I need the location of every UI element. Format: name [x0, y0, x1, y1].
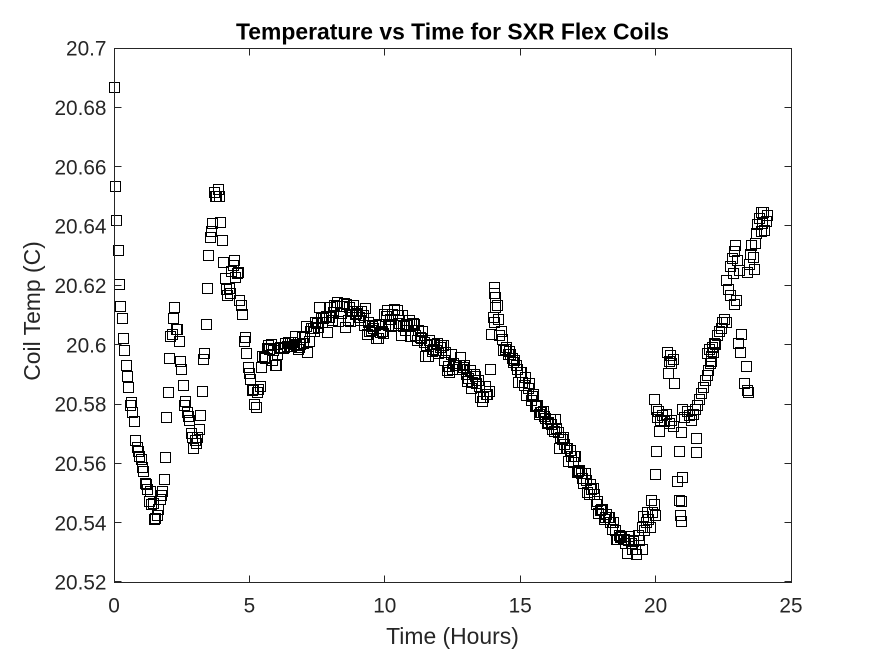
svg-text:20.52: 20.52: [54, 572, 106, 595]
svg-text:20.62: 20.62: [54, 275, 106, 298]
svg-text:20.54: 20.54: [54, 512, 106, 535]
svg-text:5: 5: [244, 595, 256, 618]
svg-text:Coil Temp (C): Coil Temp (C): [19, 241, 45, 381]
svg-text:25: 25: [779, 595, 802, 618]
svg-text:20.68: 20.68: [54, 97, 106, 120]
svg-text:20.66: 20.66: [54, 156, 106, 179]
svg-text:20.56: 20.56: [54, 453, 106, 476]
svg-text:10: 10: [373, 595, 396, 618]
svg-text:20.58: 20.58: [54, 394, 106, 417]
svg-text:20.7: 20.7: [66, 38, 106, 61]
svg-text:Time (Hours): Time (Hours): [386, 623, 519, 649]
svg-text:0: 0: [108, 595, 120, 618]
svg-text:20.6: 20.6: [66, 334, 106, 357]
svg-text:Temperature vs Time for SXR Fl: Temperature vs Time for SXR Flex Coils: [236, 19, 669, 45]
svg-text:20: 20: [644, 595, 667, 618]
svg-text:15: 15: [509, 595, 532, 618]
svg-text:20.64: 20.64: [54, 216, 106, 239]
